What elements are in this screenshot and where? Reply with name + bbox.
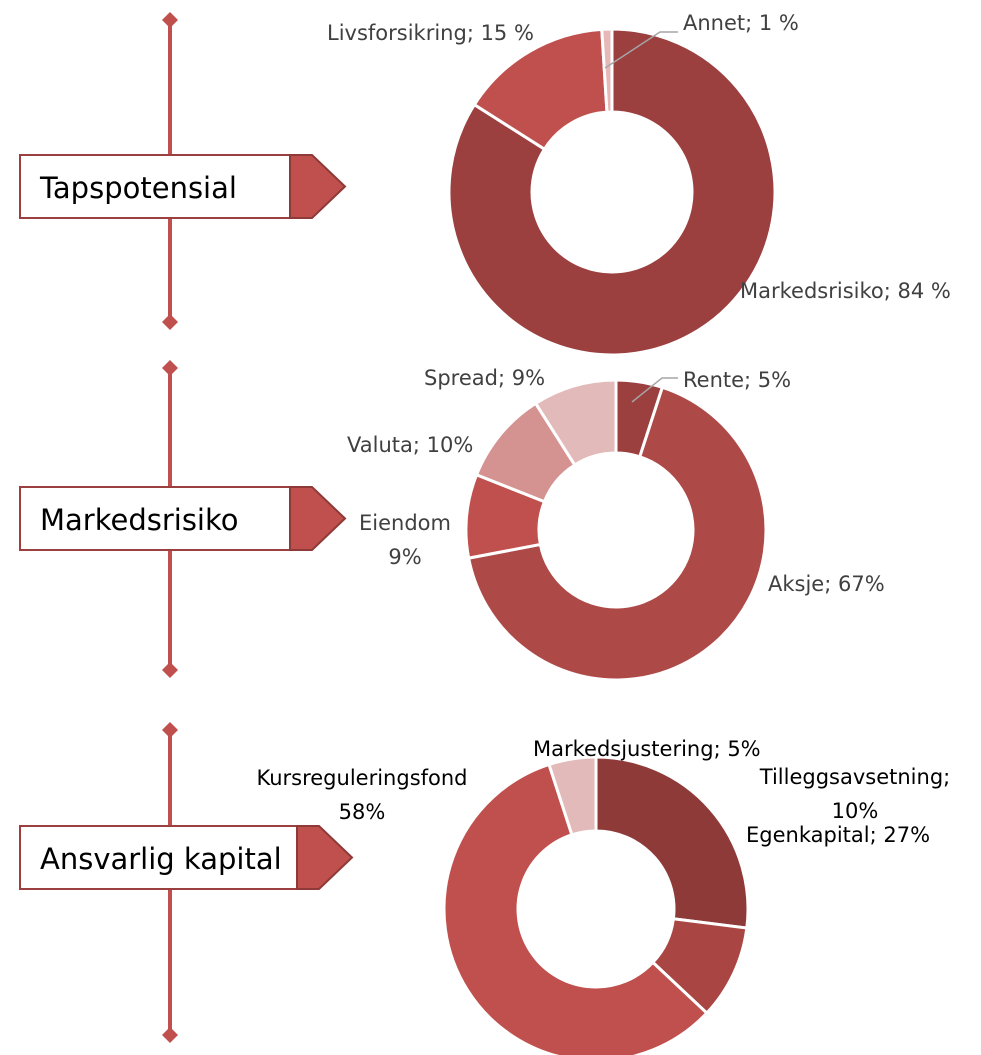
diamond bbox=[162, 360, 178, 376]
data-label: Markedsrisiko; 84 % bbox=[740, 279, 951, 303]
data-label: Rente; 5% bbox=[683, 368, 791, 392]
label-box bbox=[19, 825, 298, 890]
donut-segment bbox=[442, 762, 709, 1055]
label-tab bbox=[289, 154, 347, 219]
donut-segment bbox=[600, 27, 614, 114]
data-label: Spread; 9% bbox=[424, 366, 545, 390]
diamond bbox=[162, 1027, 178, 1043]
box-title: Ansvarlig kapital bbox=[40, 842, 282, 876]
box-title: Markedsrisiko bbox=[40, 503, 238, 537]
diamond bbox=[162, 314, 178, 330]
data-label: Egenkapital; 27% bbox=[746, 823, 930, 847]
data-label: Eiendom 9% bbox=[359, 511, 451, 569]
box-title: Tapspotensial bbox=[39, 171, 237, 205]
label-tab bbox=[296, 825, 354, 890]
donut-segment bbox=[447, 27, 777, 357]
data-label: Annet; 1 % bbox=[683, 11, 799, 35]
leader-line bbox=[604, 31, 678, 69]
donut-segment bbox=[547, 755, 598, 837]
donut-segment bbox=[594, 755, 750, 930]
data-label: Aksje; 67% bbox=[768, 572, 885, 596]
data-label: Livsforsikring; 15 % bbox=[327, 21, 534, 45]
diamond bbox=[162, 12, 178, 28]
label-tab bbox=[289, 486, 347, 551]
leader-line bbox=[631, 377, 678, 403]
data-label: Kursreguleringsfond 58% bbox=[256, 766, 467, 824]
data-label: Markedsjustering; 5% bbox=[533, 737, 761, 761]
diamond bbox=[162, 722, 178, 738]
donut-segment bbox=[466, 385, 768, 682]
diamond bbox=[162, 662, 178, 678]
data-label: Tilleggsavsetning; 10% bbox=[759, 765, 950, 823]
donut-segment bbox=[533, 378, 618, 468]
data-label: Valuta; 10% bbox=[347, 433, 473, 457]
